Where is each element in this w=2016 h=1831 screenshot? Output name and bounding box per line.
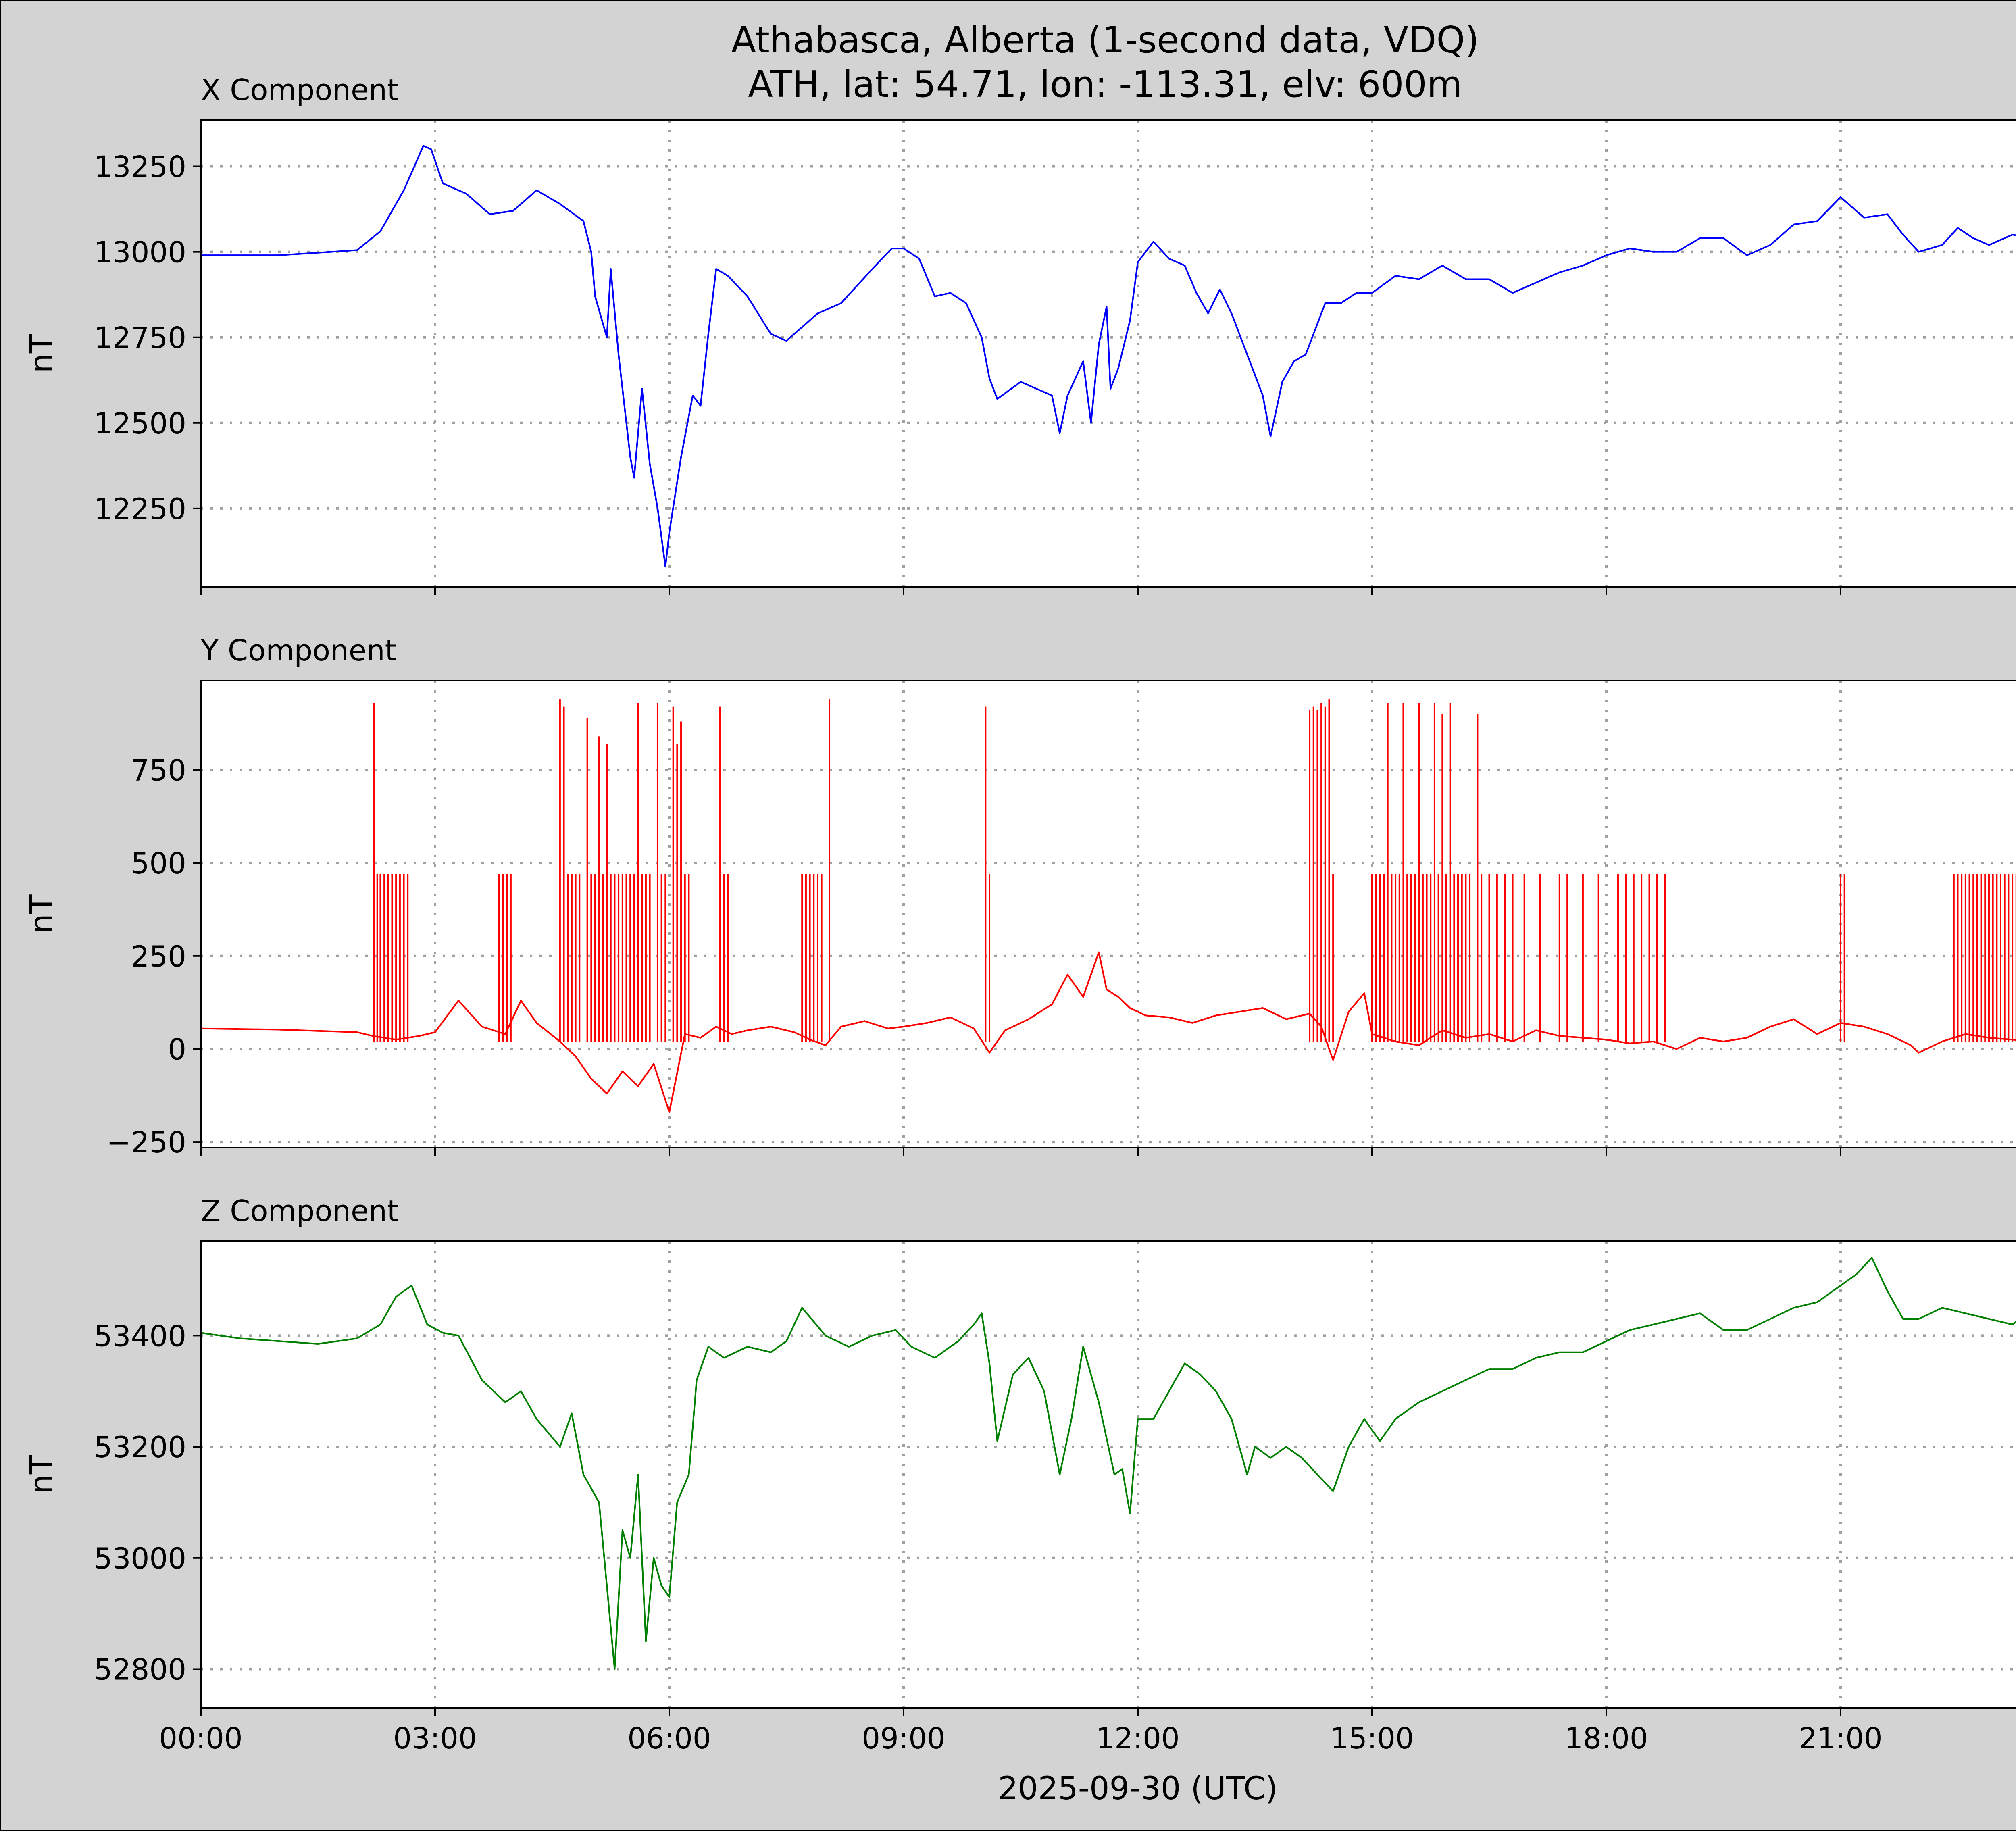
y-series-line [201, 951, 2016, 1113]
x-tick-label: 03:00 [393, 1721, 477, 1755]
x-tick-label: 12:00 [1096, 1721, 1180, 1755]
x-tick-label: 09:00 [862, 1721, 946, 1755]
z-y-tick-label: 53000 [94, 1541, 186, 1575]
x-series-line [201, 145, 2016, 568]
y-plot-area [201, 681, 2016, 1148]
x-panel-title: X Component [201, 73, 398, 107]
figure-title-line2: ATH, lat: 54.71, lon: -113.31, elv: 600m [748, 63, 1462, 106]
y-y-axis-label: nT [24, 894, 60, 933]
x-axis-label: 2025-09-30 (UTC) [998, 1771, 1278, 1807]
y-y-tick-label: 500 [131, 846, 186, 880]
z-y-axis-label: nT [24, 1455, 60, 1494]
figure-title-line1: Athabasca, Alberta (1-second data, VDQ) [731, 19, 1479, 61]
x-y-tick-label: 12500 [94, 406, 186, 440]
x-tick-label: 18:00 [1564, 1721, 1648, 1755]
z-series-line [201, 1257, 2016, 1670]
x-tick-label: 00:00 [159, 1721, 243, 1755]
z-y-tick-label: 52800 [94, 1653, 186, 1687]
z-component-panel: 00:00 03:00 06:00 09:00 12:00 15:00 18:00 21:00… [24, 1194, 2016, 1755]
y-y-tick-label: 750 [131, 753, 186, 787]
x-y-tick-label: 12250 [94, 492, 186, 526]
x-y-axis-label: nT [24, 334, 60, 373]
y-panel-title: Y Component [200, 633, 396, 667]
y-y-tick-label: 0 [168, 1032, 186, 1066]
y-y-tick-label: 250 [131, 939, 186, 973]
z-plot-area [201, 1241, 2016, 1708]
x-tick-label: 15:00 [1330, 1721, 1414, 1755]
y-y-tick-label: −250 [106, 1125, 186, 1159]
z-y-tick-label: 53400 [94, 1319, 186, 1353]
x-y-tick-label: 12750 [94, 321, 186, 355]
x-tick-label: 06:00 [627, 1721, 711, 1755]
z-y-tick-label: 53200 [94, 1430, 186, 1464]
y-component-panel: −250 0 250 500 750 Y Component nT [24, 633, 2016, 1159]
x-y-tick-label: 13250 [94, 150, 186, 184]
x-component-panel: 12250 12500 12750 13000 13250 X Component nT [24, 73, 2016, 595]
x-tick-label: 21:00 [1799, 1721, 1883, 1755]
z-panel-title: Z Component [201, 1194, 398, 1228]
x-y-tick-label: 13000 [94, 235, 186, 269]
